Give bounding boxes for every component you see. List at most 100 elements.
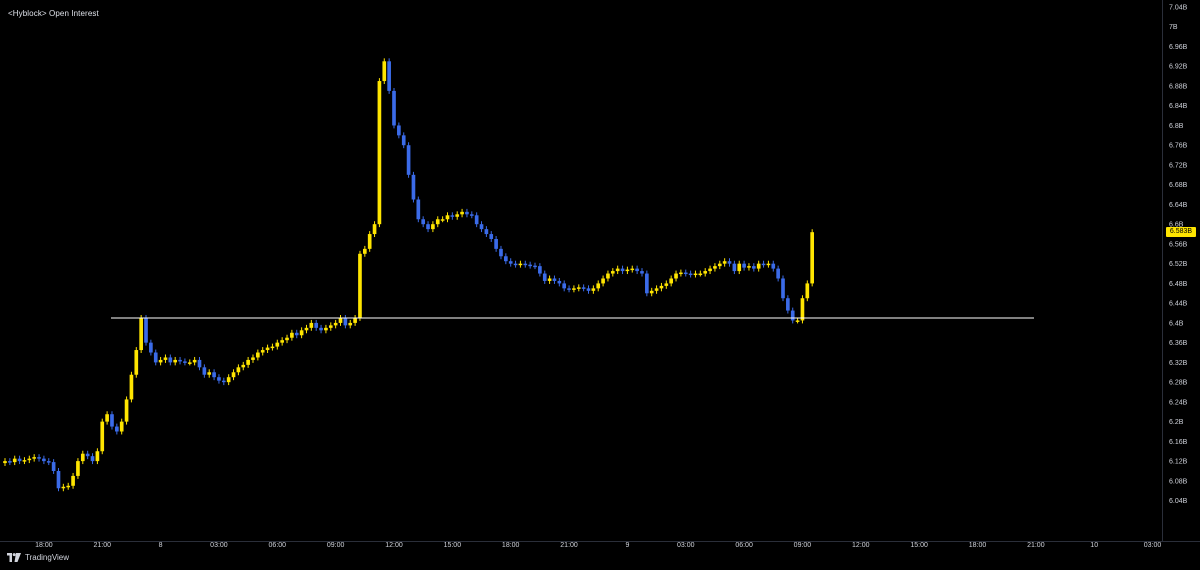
candle-body bbox=[319, 327, 323, 331]
y-tick-label: 6.16B bbox=[1169, 439, 1188, 446]
candle-body bbox=[192, 359, 197, 363]
candle-body bbox=[756, 263, 761, 269]
candle-body bbox=[596, 283, 601, 289]
y-tick-label: 6.56B bbox=[1169, 241, 1188, 248]
y-tick-label: 6.32B bbox=[1169, 360, 1188, 367]
candle-body bbox=[669, 278, 673, 284]
candle-body bbox=[698, 273, 703, 276]
candle-body bbox=[37, 457, 41, 459]
candle-body bbox=[625, 269, 630, 272]
candle-body bbox=[761, 263, 766, 266]
candle-body bbox=[713, 266, 717, 269]
candle-body bbox=[640, 271, 644, 274]
candle-body bbox=[12, 458, 17, 463]
candle-body bbox=[742, 263, 746, 268]
candle-body bbox=[620, 268, 625, 272]
x-tick-label: 03:00 bbox=[677, 542, 695, 549]
candle-body bbox=[100, 421, 105, 452]
price-scale-border bbox=[1162, 0, 1163, 541]
candle-body bbox=[367, 234, 372, 249]
candle-body bbox=[221, 380, 226, 383]
candle-body bbox=[328, 325, 333, 328]
x-tick-label: 21:00 bbox=[93, 542, 111, 549]
candle-body bbox=[542, 273, 547, 281]
tradingview-brand[interactable]: TradingView bbox=[7, 553, 69, 562]
candle-body bbox=[153, 352, 158, 363]
candle-body bbox=[260, 350, 265, 353]
candle-body bbox=[581, 287, 586, 289]
candle-body bbox=[615, 268, 620, 272]
candle-body bbox=[426, 224, 430, 230]
candle-body bbox=[523, 263, 528, 266]
candle-body bbox=[572, 288, 576, 290]
candle-body bbox=[586, 288, 591, 291]
candle-body bbox=[207, 372, 212, 375]
candle-body bbox=[110, 414, 114, 427]
candle-body bbox=[722, 261, 727, 264]
y-tick-label: 6.96B bbox=[1169, 44, 1188, 51]
candle-body bbox=[27, 458, 32, 461]
candle-body bbox=[800, 298, 805, 321]
x-tick-label: 03:00 bbox=[1144, 542, 1162, 549]
candle-body bbox=[173, 359, 178, 363]
y-tick-label: 6.84B bbox=[1169, 103, 1188, 110]
candle-body bbox=[46, 461, 51, 463]
candle-body bbox=[8, 461, 12, 463]
candle-body bbox=[382, 61, 387, 82]
candle-body bbox=[197, 359, 202, 368]
candle-body bbox=[187, 362, 192, 364]
y-tick-label: 6.76B bbox=[1169, 143, 1188, 150]
candle-body bbox=[22, 460, 27, 462]
candle-body bbox=[226, 377, 231, 383]
candle-body bbox=[717, 263, 722, 267]
y-tick-label: 6.48B bbox=[1169, 281, 1188, 288]
x-tick-label: 18:00 bbox=[35, 542, 53, 549]
candle-body bbox=[163, 357, 168, 360]
candle-body bbox=[42, 458, 46, 462]
candle-body bbox=[610, 271, 615, 274]
candle-body bbox=[285, 337, 289, 341]
candle-body bbox=[538, 266, 542, 274]
candle-body bbox=[795, 320, 800, 322]
candle-body bbox=[567, 288, 571, 290]
candle-body bbox=[790, 310, 795, 321]
candle-body bbox=[115, 426, 119, 432]
chart-svg[interactable]: 6.04B 6.08B 6.12B 6.16B 6.2B 6.24B 6.28B 6.32B 6… bbox=[0, 0, 1200, 552]
candle-body bbox=[324, 327, 328, 331]
y-tick-label: 6.68B bbox=[1169, 182, 1188, 189]
candle-body bbox=[202, 367, 207, 375]
x-tick-label: 9 bbox=[625, 542, 629, 549]
candle-body bbox=[786, 298, 790, 311]
candle-body bbox=[51, 462, 56, 471]
candle-body bbox=[343, 317, 348, 326]
candle-body bbox=[134, 350, 139, 375]
x-tick-label: 12:00 bbox=[852, 542, 870, 549]
candle-body bbox=[460, 211, 464, 215]
x-tick-label: 15:00 bbox=[910, 542, 928, 549]
candle-body bbox=[518, 263, 523, 266]
time-scale-border bbox=[0, 541, 1200, 542]
footer: TradingView bbox=[0, 552, 1200, 570]
candle-body bbox=[805, 283, 810, 299]
y-tick-label: 6.92B bbox=[1169, 64, 1188, 71]
brand-label: TradingView bbox=[25, 553, 70, 562]
x-axis: 18:00 21:00 8 03:00 06:00 09:00 12:00 15:00 18:0… bbox=[35, 542, 1161, 549]
candle-body bbox=[66, 485, 71, 488]
chart-title: <Hyblock> Open Interest bbox=[8, 9, 99, 18]
candle-body bbox=[124, 399, 129, 422]
y-tick-label: 6.04B bbox=[1169, 498, 1188, 505]
candle-body bbox=[469, 214, 474, 216]
y-axis: 6.04B 6.08B 6.12B 6.16B 6.2B 6.24B 6.28B 6.32B 6… bbox=[1169, 5, 1188, 506]
candle-body bbox=[499, 248, 503, 257]
candle-body bbox=[479, 224, 484, 230]
candle-body bbox=[766, 263, 771, 266]
y-tick-label: 6.8B bbox=[1169, 123, 1184, 130]
candle-body bbox=[309, 322, 314, 328]
candle-body bbox=[90, 456, 95, 462]
candle-body bbox=[635, 268, 639, 272]
y-tick-label: 6.72B bbox=[1169, 162, 1188, 169]
y-tick-label: 6.2B bbox=[1169, 419, 1184, 426]
candle-body bbox=[270, 346, 275, 349]
candle-body bbox=[212, 372, 216, 378]
candle-body bbox=[683, 272, 688, 275]
